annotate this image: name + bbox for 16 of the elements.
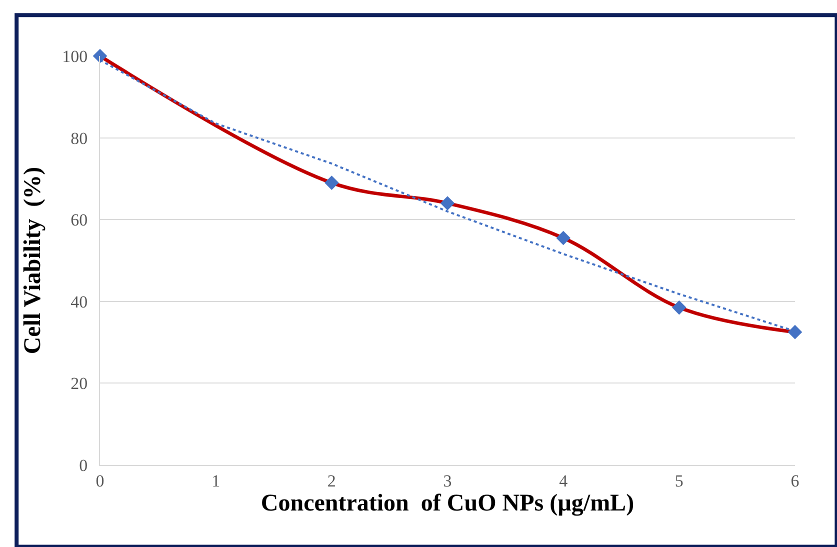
y-tick-label: 100: [62, 46, 88, 66]
y-tick-label: 40: [70, 292, 88, 312]
point: [788, 324, 802, 340]
y-tick-label: 20: [70, 374, 88, 394]
x-tick-label: 1: [212, 471, 220, 490]
x-tick-label: 2: [327, 471, 336, 490]
y-tick-label: 80: [70, 128, 88, 148]
x-tick-label: 3: [443, 471, 452, 490]
x-tick-label: 5: [674, 471, 684, 490]
x-tick-label: 6: [790, 471, 800, 490]
y-tick-label: 60: [70, 210, 88, 230]
x-tick-label: 0: [96, 471, 104, 490]
y-axis-title: Cell Viability (%): [20, 166, 46, 354]
x-axis-title: Concentration of CuO NPs (µg/mL): [260, 490, 634, 517]
x-tick-label: 4: [559, 471, 568, 490]
y-tick-label: 0: [79, 456, 88, 475]
